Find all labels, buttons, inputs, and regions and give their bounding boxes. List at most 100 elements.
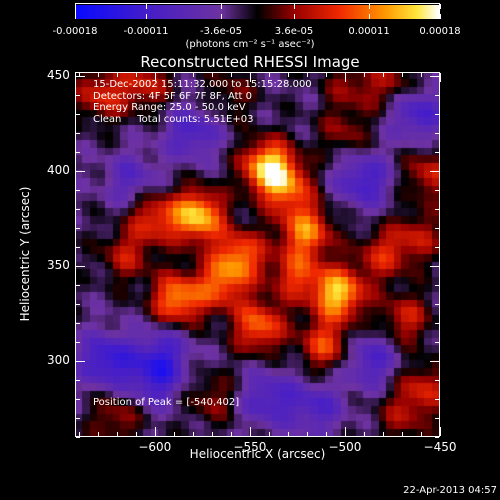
colorbar-unit-label: (photons cm⁻² s⁻¹ asec⁻²) [185, 39, 315, 50]
y-tick-label: 300 [47, 352, 70, 367]
y-tick-mark [76, 75, 85, 77]
colorbar-gradient [76, 5, 439, 19]
x-minor-tick [173, 432, 175, 436]
y-minor-tick-right [435, 208, 439, 210]
colorbar-tick-label: -0.00011 [123, 26, 169, 37]
info-total-counts: Clean Total counts: 5.51E+03 [93, 113, 254, 125]
y-minor-tick-right [435, 379, 439, 381]
y-minor-tick [76, 227, 80, 229]
y-minor-tick-right [435, 303, 439, 305]
colorbar-tick-label: 3.6e-05 [274, 26, 314, 37]
x-minor-tick [97, 432, 99, 436]
y-tick-mark [76, 265, 85, 267]
y-tick-mark-right [430, 75, 439, 77]
colorbar-tick-mark [221, 14, 222, 19]
x-tick-mark-top [154, 73, 156, 82]
colorbar-tick-mark [369, 4, 371, 9]
y-axis-label: Heliocentric Y (arcsec) [18, 186, 32, 322]
x-tick-mark-top [249, 73, 251, 82]
x-minor-tick [230, 432, 232, 436]
x-minor-tick-top [135, 73, 137, 77]
x-tick-label: −500 [328, 440, 362, 454]
x-tick-mark [154, 427, 156, 436]
x-tick-label: −450 [423, 440, 457, 454]
x-minor-tick [401, 432, 403, 436]
y-tick-mark-right [430, 265, 439, 267]
x-minor-tick-top [116, 73, 118, 77]
x-minor-tick [306, 432, 308, 436]
x-minor-tick [116, 432, 118, 436]
y-tick-mark [76, 170, 85, 172]
y-minor-tick-right [435, 94, 439, 96]
y-tick-mark-right [430, 170, 439, 172]
y-tick-mark-right [430, 360, 439, 362]
colorbar-tick-mark [221, 4, 222, 9]
y-minor-tick-right [435, 341, 439, 343]
x-minor-tick-top [420, 73, 422, 77]
x-minor-tick-top [306, 73, 308, 77]
y-minor-tick [76, 398, 80, 400]
x-tick-mark [440, 427, 441, 436]
x-tick-mark-top [344, 73, 346, 82]
x-minor-tick [211, 432, 213, 436]
y-minor-tick [76, 284, 80, 286]
y-minor-tick [76, 417, 80, 419]
x-minor-tick-top [401, 73, 403, 77]
x-minor-tick-top [287, 73, 289, 77]
plot-area [75, 72, 440, 437]
x-minor-tick [420, 432, 422, 436]
y-minor-tick-right [435, 132, 439, 134]
y-minor-tick-right [435, 189, 439, 191]
colorbar-tick-mark [294, 14, 295, 19]
info-detectors: Detectors: 4F 5F 6F 7F 8F, Att 0 [93, 90, 253, 102]
y-minor-tick [76, 246, 80, 248]
colorbar-tick-mark [145, 14, 147, 19]
y-tick-mark [76, 360, 85, 362]
x-minor-tick [268, 432, 270, 436]
y-minor-tick-right [435, 113, 439, 115]
y-tick-label: 450 [47, 67, 70, 82]
x-minor-tick [363, 432, 365, 436]
x-minor-tick [382, 432, 384, 436]
colorbar-tick-mark [440, 4, 441, 9]
colorbar-tick-label: -0.00018 [52, 26, 98, 37]
x-minor-tick-top [192, 73, 194, 77]
colorbar-tick-mark [75, 4, 76, 9]
y-minor-tick [76, 303, 80, 305]
y-minor-tick [76, 113, 80, 115]
x-tick-mark [249, 427, 251, 436]
y-minor-tick [76, 208, 80, 210]
x-tick-label: −600 [138, 440, 172, 454]
y-minor-tick-right [435, 398, 439, 400]
y-minor-tick-right [435, 417, 439, 419]
x-minor-tick-top [97, 73, 99, 77]
x-minor-tick [287, 432, 289, 436]
colorbar-tick-mark [369, 14, 371, 19]
y-minor-tick-right [435, 437, 439, 438]
y-minor-tick-right [435, 322, 439, 324]
y-minor-tick-right [435, 227, 439, 229]
y-minor-tick-right [435, 246, 439, 248]
x-tick-mark [344, 427, 346, 436]
colorbar-tick-label: 0.00018 [419, 26, 461, 37]
x-minor-tick [78, 432, 80, 436]
x-axis-label: Heliocentric X (arcsec) [189, 447, 326, 461]
timestamp: 22-Apr-2013 04:57 [403, 485, 497, 496]
info-energy-range: Energy Range: 25.0 - 50.0 keV [93, 102, 246, 113]
x-minor-tick-top [211, 73, 213, 77]
y-minor-tick [76, 437, 80, 438]
y-minor-tick [76, 322, 80, 324]
chart-title: Reconstructed RHESSI Image [140, 53, 360, 71]
y-minor-tick-right [435, 151, 439, 153]
x-minor-tick [192, 432, 194, 436]
info-peak-position: Position of Peak = [-540,402] [93, 397, 240, 408]
x-minor-tick-top [325, 73, 327, 77]
y-minor-tick [76, 132, 80, 134]
info-time-range: 15-Dec-2002 15:11:32.000 to 15:15:28.000 [93, 79, 312, 90]
x-minor-tick [135, 432, 137, 436]
x-minor-tick-top [230, 73, 232, 77]
y-minor-tick [76, 151, 80, 153]
y-tick-label: 400 [47, 162, 70, 177]
heatmap-image [75, 72, 440, 437]
y-minor-tick [76, 189, 80, 191]
